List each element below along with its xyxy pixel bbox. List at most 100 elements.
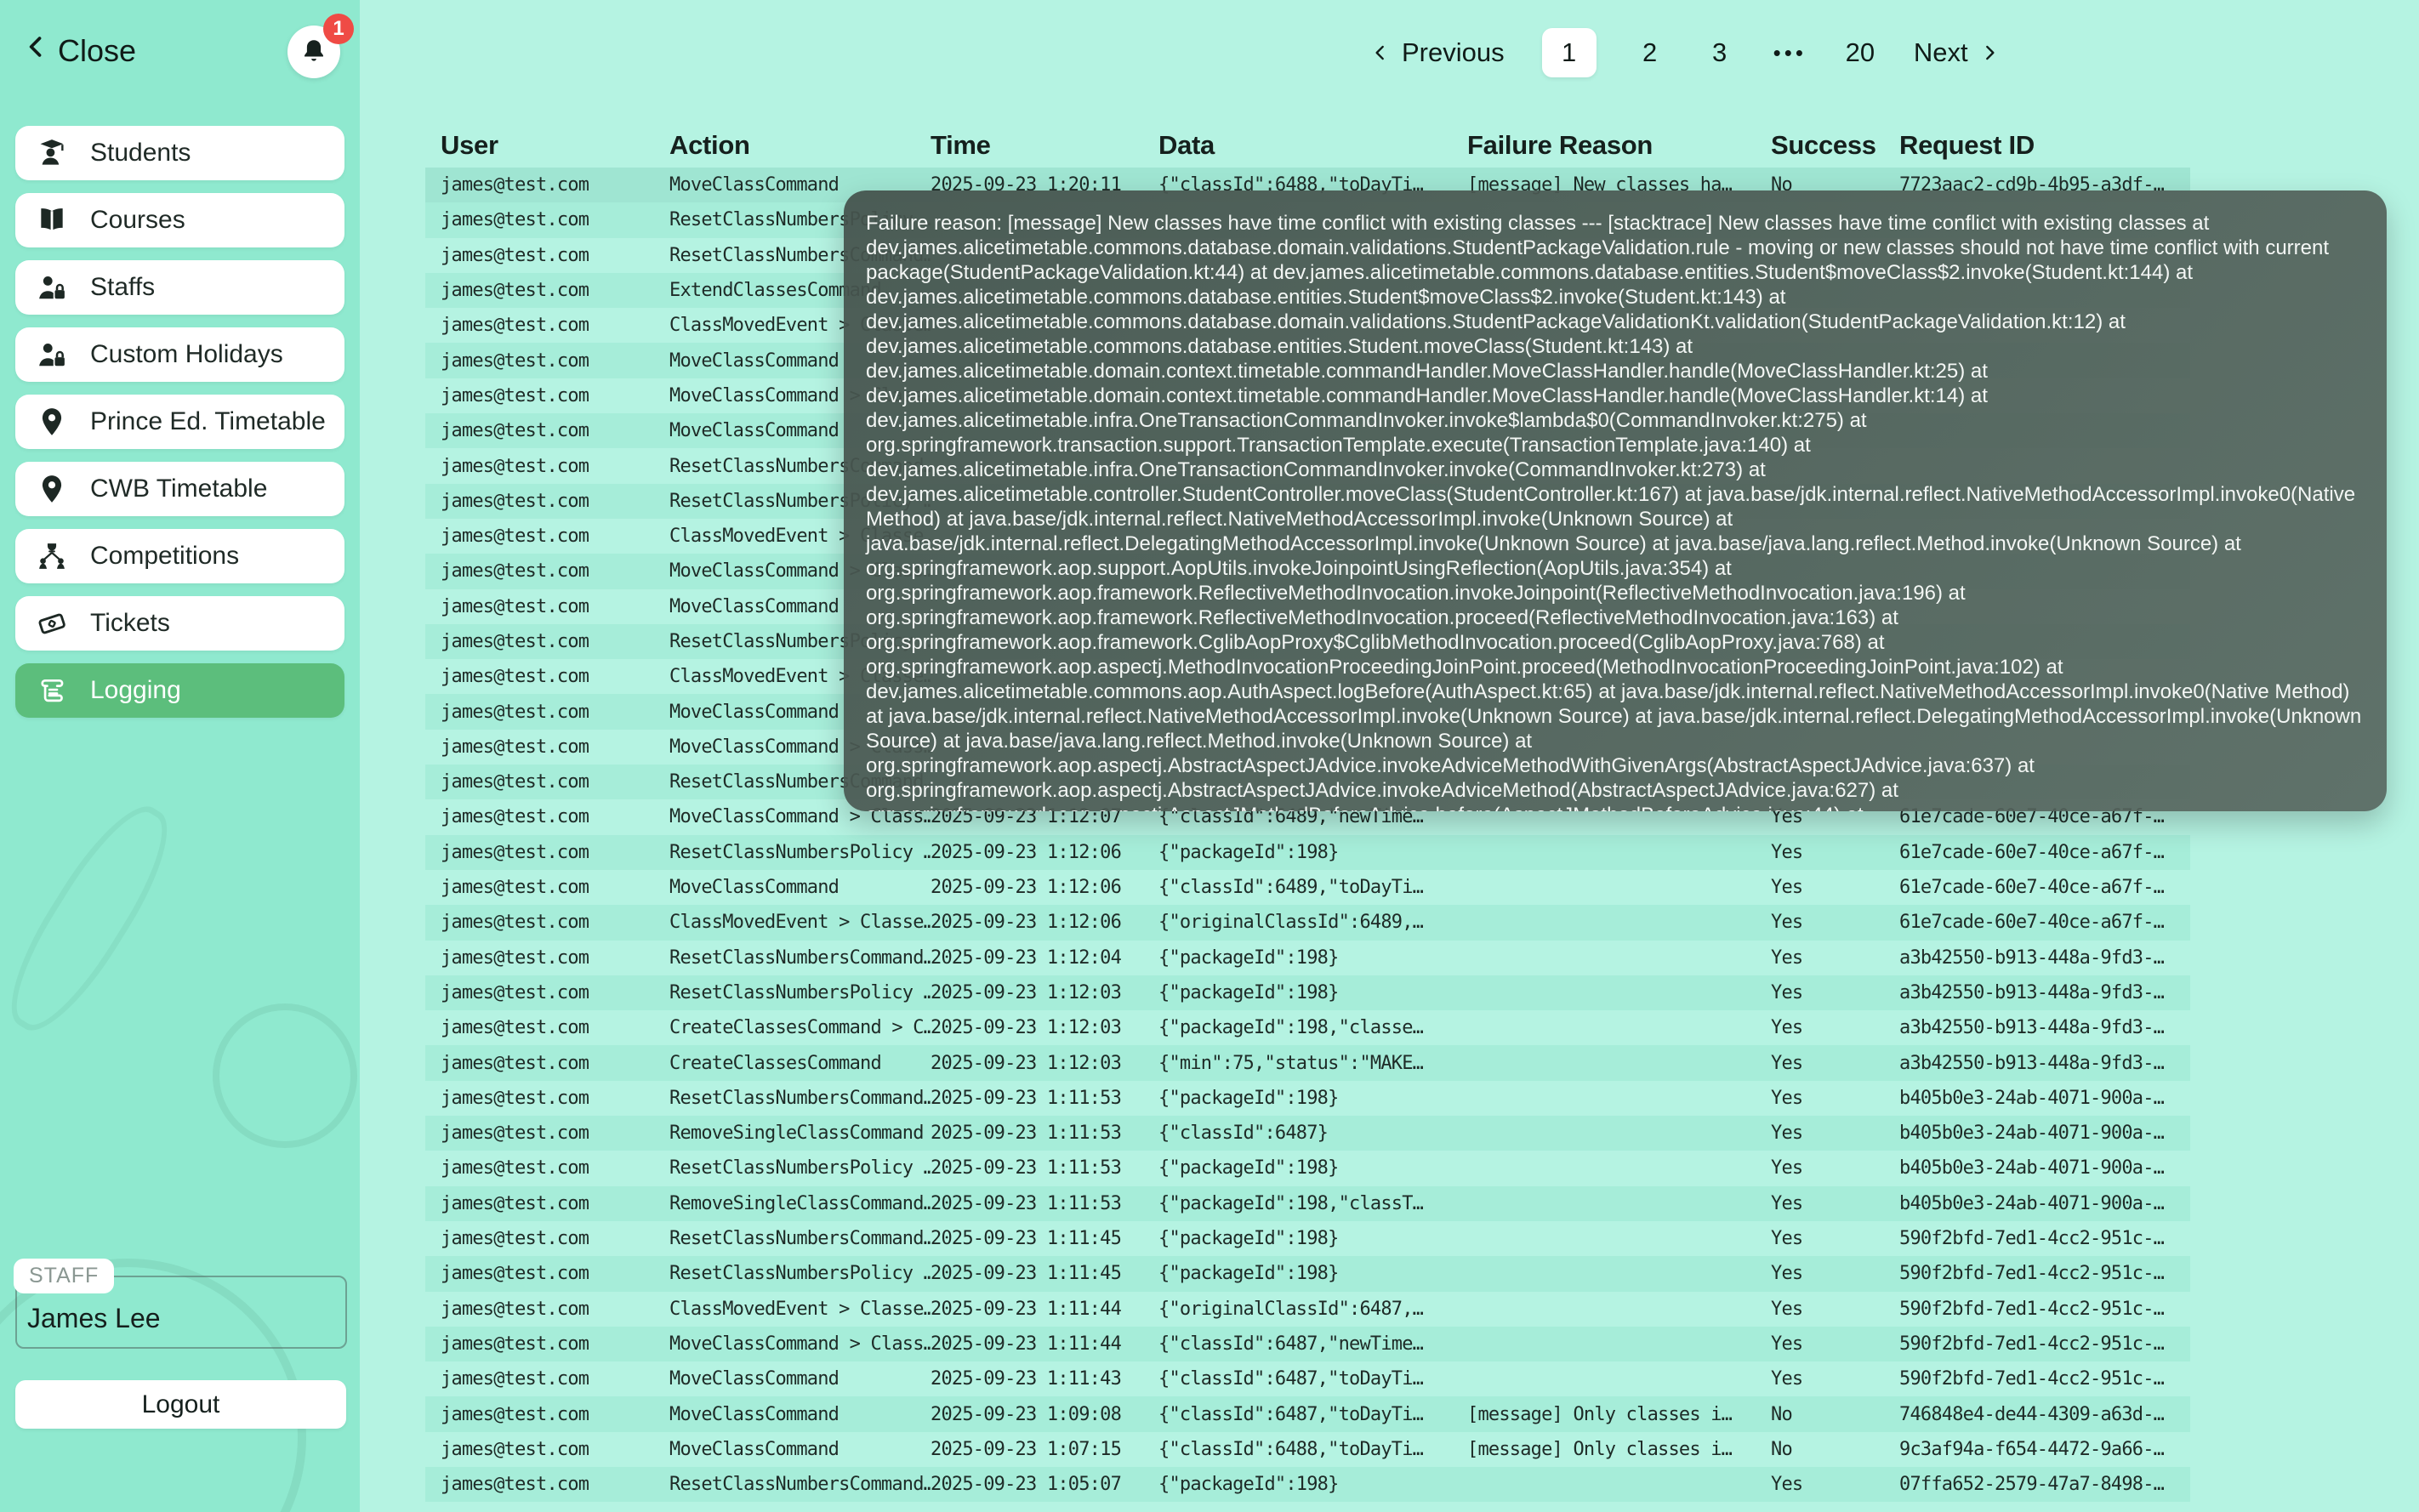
sidebar-item-tickets[interactable]: Tickets [15,596,344,651]
table-row[interactable]: james@test.com ResetClassNumbersPolicy … 2… [425,834,2190,870]
cell-user: james@test.com [441,631,589,652]
cell-user: james@test.com [441,666,589,688]
logout-button[interactable]: Logout [15,1380,346,1429]
cell-success: No [1771,1403,1793,1425]
cell-user: james@test.com [441,315,589,337]
cell-user: james@test.com [441,912,589,934]
cell-action: RemoveSingleClassCommand [669,1123,924,1145]
cell-user: james@test.com [441,526,589,548]
table-row[interactable]: james@test.com ClassMovedEvent > Classe… 2… [425,905,2190,941]
sidebar-item-custom-holidays[interactable]: Custom Holidays [15,327,344,382]
cell-action: ResetClassNumbersPolicy … [669,1263,931,1285]
cell-user: james@test.com [441,1474,589,1496]
column-header-data: Data [1158,130,1215,160]
cell-action: ResetClassNumbersPolicy … [669,1157,931,1179]
cell-success: Yes [1771,946,1803,969]
competition-icon [36,540,68,572]
cell-failure: [message] Only classes i… [1467,1438,1733,1460]
cell-user: james@test.com [441,1403,589,1425]
page-button-3[interactable]: 3 [1711,37,1727,67]
sidebar-item-label: CWB Timetable [90,475,268,503]
sidebar-menu: Students Courses Staffs Custom Holidays Prin… [15,126,344,730]
watermark-sketch [213,1003,357,1148]
table-row[interactable]: james@test.com RemoveSingleClassCommand… 2… [425,1185,2190,1221]
close-button[interactable]: Close [22,32,136,69]
sidebar: Close 1 Students Courses Staffs Custom Holi… [0,0,360,1512]
chevron-left-icon [1369,42,1392,64]
cell-data: {"classId":6487,"toDayTi… [1158,1403,1424,1425]
table-row[interactable]: james@test.com CreateClassesCommand 2025-0… [425,1045,2190,1081]
cell-success: Yes [1771,1157,1803,1179]
table-row[interactable]: james@test.com MoveClassCommand > Class… 2… [425,1326,2190,1362]
page-button-2[interactable]: 2 [1642,37,1658,67]
cell-time: 2025-09-23 1:12:03 [931,981,1122,1003]
cell-user: james@test.com [441,490,589,512]
page-button-1[interactable]: 1 [1541,28,1597,77]
sidebar-item-label: Courses [90,206,185,234]
table-row[interactable]: james@test.com CreateClassesCommand > C… 2… [425,1010,2190,1045]
notification-badge: 1 [323,14,354,44]
previous-page-button[interactable]: Previous [1369,37,1505,68]
cell-action: MoveClassCommand [669,701,840,723]
cell-failure: [message] Only classes i… [1467,1403,1733,1425]
cell-time: 2025-09-23 1:09:08 [931,1403,1122,1425]
cell-request-id: 9c3af94a-f654-4472-9a66-… [1899,1438,2165,1460]
table-row[interactable]: james@test.com MoveClassCommand 2025-09-23… [425,1432,2190,1467]
column-header-failure-reason: Failure Reason [1467,130,1653,160]
notifications-button[interactable] [287,26,340,78]
sidebar-item-competitions[interactable]: Competitions [15,529,344,583]
table-row[interactable]: james@test.com ClassMovedEvent > Classe… 2… [425,1292,2190,1327]
staff-field[interactable]: STAFF James Lee [14,1259,347,1349]
cell-user: james@test.com [441,1438,589,1460]
cell-user: james@test.com [441,1192,589,1214]
cell-request-id: b405b0e3-24ab-4071-900a-… [1899,1192,2165,1214]
sidebar-item-label: Tickets [90,609,170,637]
cell-user: james@test.com [441,1368,589,1390]
table-row[interactable]: james@test.com ResetClassNumbersCommand… 2… [425,941,2190,975]
table-row[interactable]: james@test.com MoveClassCommand [425,589,2190,624]
cell-request-id: b405b0e3-24ab-4071-900a-… [1899,1123,2165,1145]
sidebar-item-logging[interactable]: Logging [15,663,344,718]
table-row[interactable]: james@test.com ResetClassNumbersCommand… 2… [425,1466,2190,1503]
cell-action: ResetClassNumbersCommand… [669,1087,931,1109]
next-page-button[interactable]: Next [1914,37,2001,68]
cell-action: CreateClassesCommand > C… [669,1017,931,1039]
table-row[interactable]: james@test.com RemoveSingleClassCommand 20… [425,1116,2190,1151]
cell-success: Yes [1771,841,1803,863]
table-row[interactable]: james@test.com MoveClassCommand > Class… [425,730,2190,765]
cell-success: Yes [1771,1474,1803,1496]
column-header-request-id: Request ID [1899,130,2035,160]
table-row[interactable]: james@test.com ResetClassNumbersPolicy … 2… [425,1151,2190,1185]
table-row[interactable]: james@test.com MoveClassCommand 2025-09-23… [425,870,2190,905]
cell-request-id: 746848e4-de44-4309-a63d-… [1899,1403,2165,1425]
sidebar-item-students[interactable]: Students [15,126,344,180]
cell-time: 2025-09-23 1:11:43 [931,1368,1122,1390]
cell-data: {"packageId":198} [1158,1157,1339,1179]
cell-success: No [1771,1438,1793,1460]
sidebar-item-cwb-timetable[interactable]: CWB Timetable [15,462,344,516]
cell-time: 2025-09-23 1:11:44 [931,1333,1122,1355]
table-header-row: User Action Time Data Failure Reason Success R… [425,123,2190,168]
sidebar-item-staffs[interactable]: Staffs [15,260,344,315]
cell-request-id: a3b42550-b913-448a-9fd3-… [1899,1052,2165,1074]
table-row[interactable]: james@test.com MoveClassCommand 2025-09-23… [425,1396,2190,1432]
cell-action: ResetClassNumbersPolicy … [669,981,931,1003]
table-row[interactable]: james@test.com ResetClassNumbersCommand… 2… [425,1081,2190,1116]
table-row[interactable]: james@test.com ResetClassNumbersPolicy … 2… [425,1256,2190,1292]
graduation-student-icon [36,137,68,169]
cell-time: 2025-09-23 1:11:53 [931,1192,1122,1214]
cell-user: james@test.com [441,350,589,372]
cell-user: james@test.com [441,701,589,723]
cell-user: james@test.com [441,1017,589,1039]
cell-time: 2025-09-23 1:12:06 [931,912,1122,934]
table-row[interactable]: james@test.com ResetClassNumbersCommand… 2… [425,1221,2190,1256]
sidebar-item-courses[interactable]: Courses [15,193,344,247]
sidebar-item-prince-ed-timetable[interactable]: Prince Ed. Timetable [15,395,344,449]
table-row[interactable]: james@test.com ResetClassNumbersPolicy … 2… [425,975,2190,1011]
page-button-20[interactable]: 20 [1845,37,1875,67]
table-row[interactable]: james@test.com MoveClassCommand 2025-09-23… [425,1361,2190,1396]
cell-user: james@test.com [441,877,589,899]
cell-request-id: 61e7cade-60e7-40ce-a67f-… [1899,877,2165,899]
cell-time: 2025-09-23 1:11:53 [931,1123,1122,1145]
cell-user: james@test.com [441,209,589,231]
